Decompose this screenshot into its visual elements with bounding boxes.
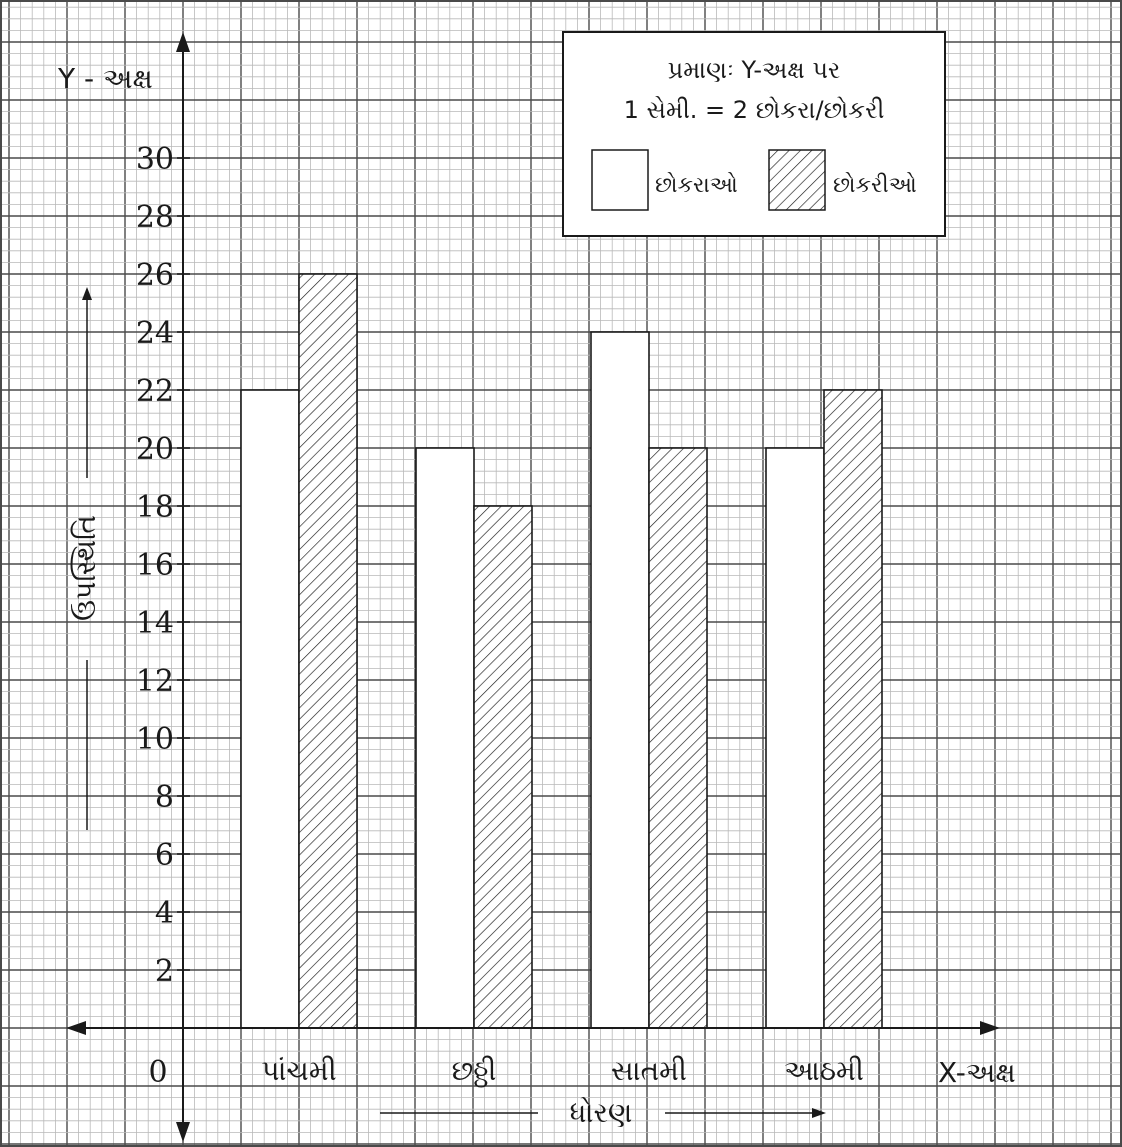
- y-tick-label: 20: [136, 432, 174, 467]
- x-axis-right-arrow-icon: [980, 1021, 1000, 1035]
- legend-swatch-girls: [768, 149, 826, 211]
- bar-girls-2: [473, 505, 533, 1029]
- x-axis-name: X-અક્ષ: [938, 1056, 1016, 1089]
- axes: [66, 32, 1000, 1142]
- y-title-arrow-icon: [82, 287, 92, 300]
- legend-scale-line2: 1 સેમી. = 2 છોકરા/છોકરી: [624, 96, 885, 124]
- bar-girls-4: [823, 389, 883, 1029]
- x-tick-label: સાતમી: [611, 1054, 687, 1087]
- bars-group: [240, 273, 883, 1029]
- y-tick-label: 6: [155, 838, 174, 873]
- y-tick-label: 12: [136, 664, 174, 699]
- x-tick-label: પાંચમી: [261, 1054, 336, 1087]
- legend-label-girls: છોકરીઓ: [833, 172, 917, 198]
- y-axis-title-group: ઉપસ્થિતિ: [69, 287, 102, 830]
- y-tick-label: 26: [136, 258, 174, 293]
- y-axis-name: Y - અક્ષ: [57, 62, 153, 95]
- y-tick-label: 10: [136, 722, 174, 757]
- legend-label-boys: છોકરાઓ: [655, 172, 738, 198]
- bar-boys-2: [415, 447, 475, 1029]
- y-tick-label: 8: [155, 780, 174, 815]
- origin-label: 0: [148, 1055, 167, 1090]
- y-tick-label: 2: [155, 954, 174, 989]
- bar-girls-1: [298, 273, 358, 1029]
- x-tick-labels: પાંચમી છઠ્ઠી સાતમી આઠમી: [261, 1054, 863, 1087]
- bar-girls-3: [648, 447, 708, 1029]
- x-tick-label: છઠ્ઠી: [452, 1054, 497, 1087]
- y-axis-bottom-arrow-icon: [176, 1122, 190, 1142]
- y-tick-label: 4: [155, 896, 174, 931]
- bar-boys-1: [240, 389, 300, 1029]
- bar-boys-4: [765, 447, 825, 1029]
- y-tick-label: 16: [136, 548, 174, 583]
- legend-swatch-boys: [591, 149, 649, 211]
- x-axis-title-group: ધોરણ: [380, 1096, 826, 1129]
- legend: પ્રમાણઃ Y-અક્ષ પર 1 સેમી. = 2 છોકરા/છોકર…: [562, 31, 946, 237]
- x-axis-title: ધોરણ: [570, 1096, 633, 1129]
- y-tick-label: 24: [136, 316, 174, 351]
- bar-boys-3: [590, 331, 650, 1029]
- y-axis-top-arrow-icon: [176, 32, 190, 52]
- legend-scale-line1: પ્રમાણઃ Y-અક્ષ પર: [668, 56, 841, 84]
- y-tick-label: 22: [136, 374, 174, 409]
- y-axis-title: ઉપસ્થિતિ: [69, 515, 102, 621]
- y-tick-label: 30: [136, 142, 174, 177]
- x-title-arrow-icon: [812, 1108, 826, 1118]
- y-tick-label: 14: [136, 606, 174, 641]
- x-axis-left-arrow-icon: [66, 1021, 86, 1035]
- y-tick-label: 18: [136, 490, 174, 525]
- y-tick-label: 28: [136, 200, 174, 235]
- x-tick-label: આઠમી: [784, 1054, 864, 1087]
